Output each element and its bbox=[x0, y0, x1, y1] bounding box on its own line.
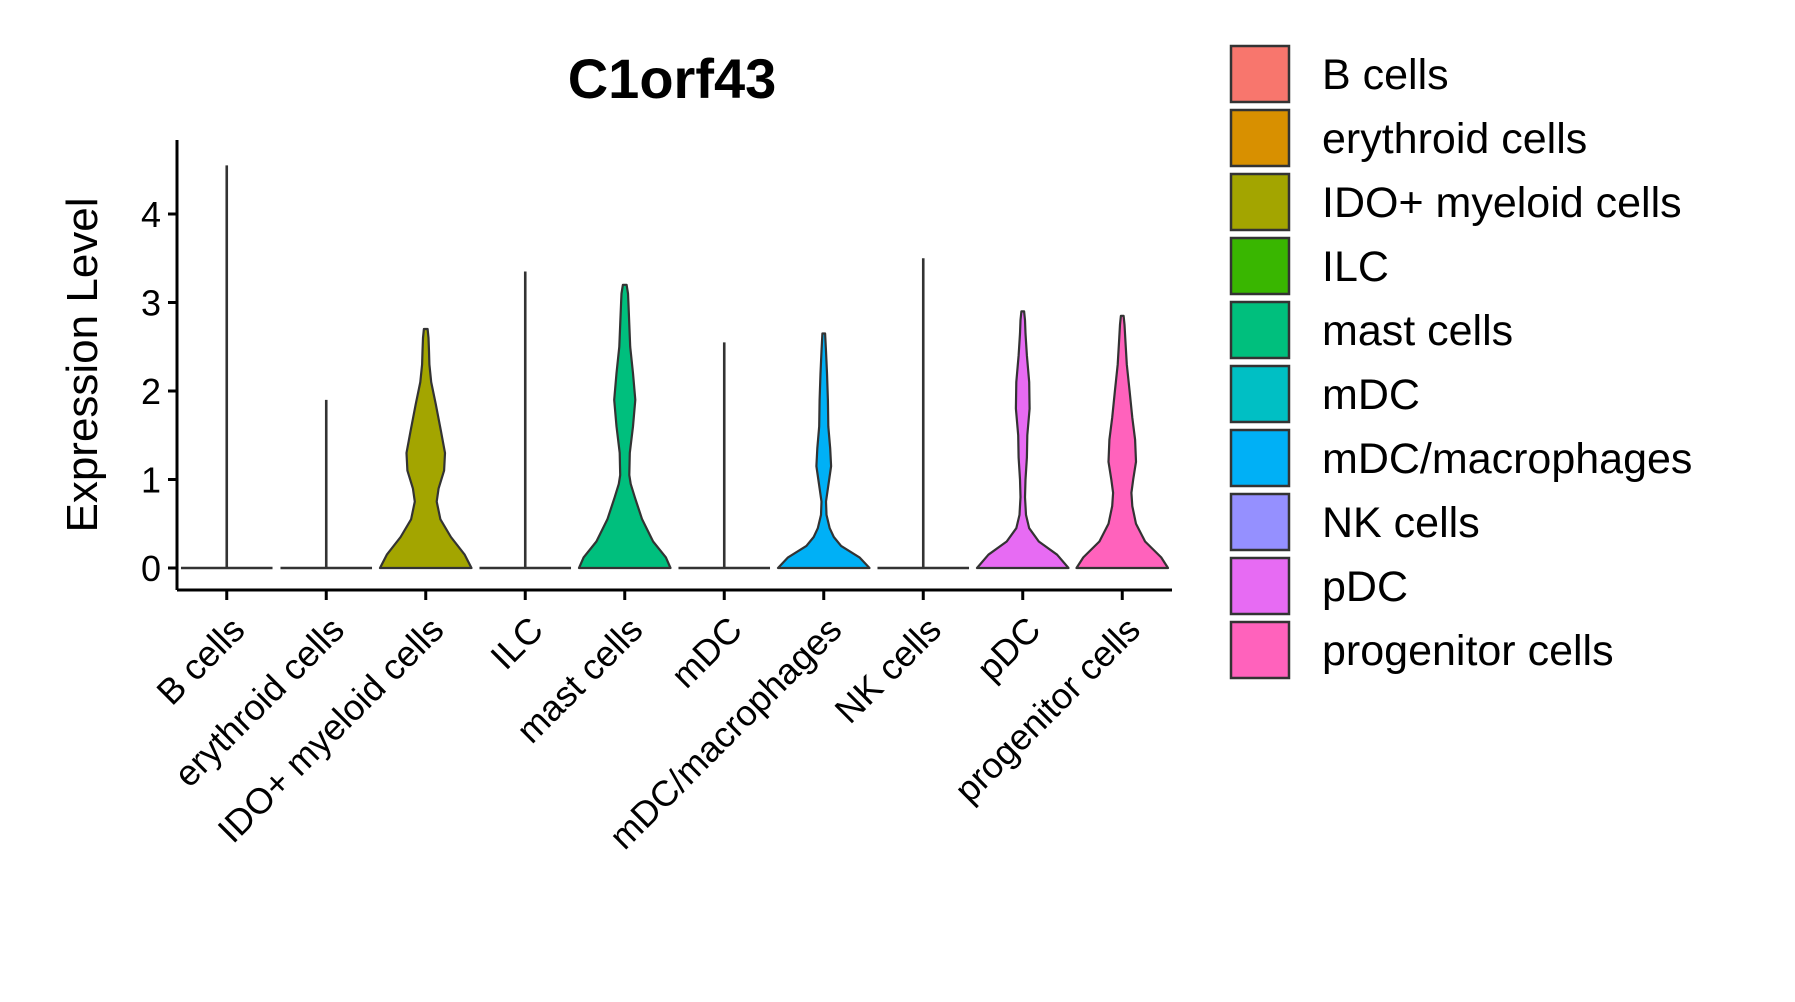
y-tick-label: 2 bbox=[141, 371, 161, 412]
legend-label: mDC bbox=[1322, 371, 1420, 419]
legend: B cells erythroid cells IDO+ myeloid cells… bbox=[1229, 44, 1692, 680]
legend-key bbox=[1229, 108, 1291, 168]
violin-mast-cells bbox=[577, 283, 672, 570]
legend-label: ILC bbox=[1322, 243, 1389, 291]
violin-body bbox=[1075, 314, 1170, 570]
legend-key bbox=[1229, 556, 1291, 616]
violin-body bbox=[378, 327, 473, 570]
legend-key bbox=[1229, 492, 1291, 552]
y-axis-label: Expression Level bbox=[58, 197, 107, 532]
legend-key bbox=[1229, 620, 1291, 680]
legend-item: ILC bbox=[1229, 236, 1389, 296]
y-tick-label: 3 bbox=[141, 283, 161, 324]
x-tick-label: erythroid cells bbox=[166, 609, 352, 795]
legend-key bbox=[1229, 428, 1291, 488]
legend-label: IDO+ myeloid cells bbox=[1322, 179, 1682, 227]
x-tick-label: ILC bbox=[482, 609, 551, 678]
legend-label: progenitor cells bbox=[1322, 627, 1614, 675]
x-tick-label: NK cells bbox=[827, 609, 949, 731]
y-tick-label: 4 bbox=[141, 194, 161, 235]
legend-label: NK cells bbox=[1322, 499, 1480, 547]
y-axis: 0 1 2 3 4 bbox=[141, 140, 179, 590]
x-axis bbox=[177, 588, 1172, 600]
violin-pdc bbox=[975, 310, 1070, 570]
violin-erythroid-cells bbox=[280, 399, 373, 570]
violin-body bbox=[776, 332, 871, 570]
legend-key bbox=[1229, 44, 1291, 104]
legend-key bbox=[1229, 364, 1291, 424]
chart-title: C1orf43 bbox=[568, 47, 777, 110]
legend-label: mDC/macrophages bbox=[1322, 435, 1692, 483]
legend-item: mDC/macrophages bbox=[1229, 428, 1692, 488]
legend-item: pDC bbox=[1229, 556, 1408, 616]
legend-key bbox=[1229, 300, 1291, 360]
violin-b-cells bbox=[180, 165, 273, 570]
x-tick-label: mDC bbox=[663, 609, 750, 696]
violin-progenitor-cells bbox=[1075, 314, 1170, 570]
legend-item: NK cells bbox=[1229, 492, 1480, 552]
y-tick-label: 1 bbox=[141, 460, 161, 501]
legend-item: B cells bbox=[1229, 44, 1449, 104]
legend-label: erythroid cells bbox=[1322, 115, 1587, 163]
legend-item: mDC bbox=[1229, 364, 1420, 424]
violin-ido-myeloid-cells bbox=[378, 327, 473, 570]
violins-group bbox=[180, 165, 1170, 570]
legend-item: mast cells bbox=[1229, 300, 1513, 360]
legend-label: pDC bbox=[1322, 563, 1408, 611]
violin-ilc bbox=[479, 271, 572, 570]
legend-item: progenitor cells bbox=[1229, 620, 1614, 680]
legend-label: mast cells bbox=[1322, 307, 1513, 355]
legend-key bbox=[1229, 236, 1291, 296]
violin-nk-cells bbox=[877, 258, 970, 570]
legend-key bbox=[1229, 172, 1291, 232]
violin-mdc-macrophages bbox=[776, 332, 871, 570]
legend-label: B cells bbox=[1322, 51, 1449, 99]
violin-body bbox=[577, 283, 672, 570]
legend-item: IDO+ myeloid cells bbox=[1229, 172, 1682, 232]
y-tick-label: 0 bbox=[141, 548, 161, 589]
legend-item: erythroid cells bbox=[1229, 108, 1587, 168]
violin-body bbox=[975, 310, 1070, 570]
violin-mdc bbox=[678, 342, 771, 570]
x-tick-label: pDC bbox=[968, 609, 1048, 689]
